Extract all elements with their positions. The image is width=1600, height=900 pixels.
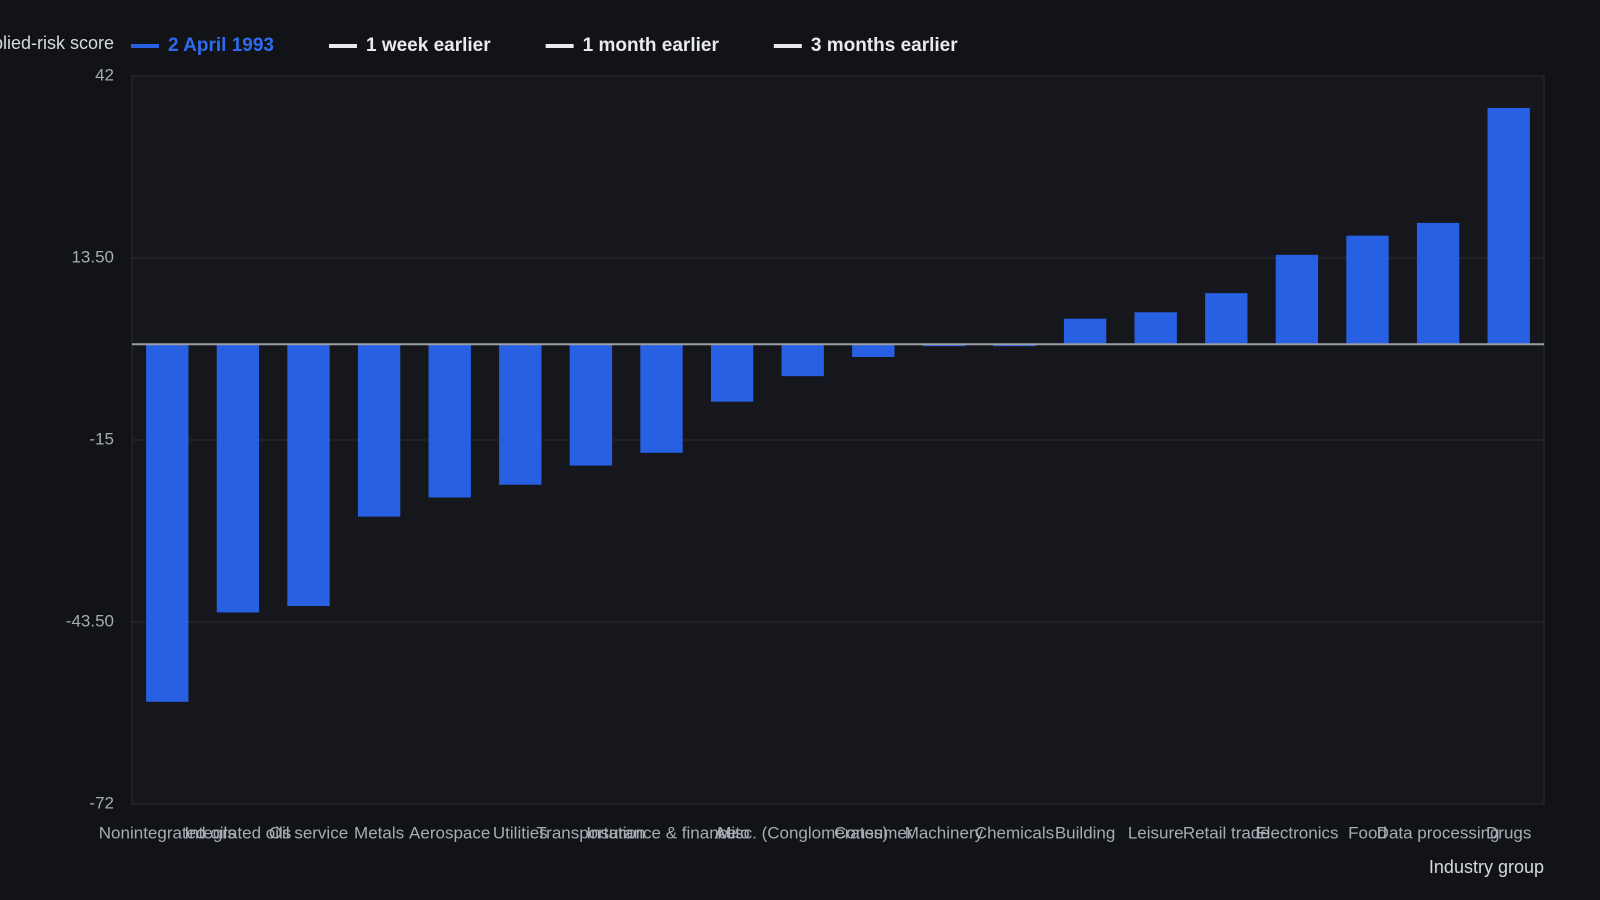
y-tick-label: -15 [89, 429, 114, 448]
x-tick-label: Building [1055, 823, 1116, 842]
x-tick-label: Insurance & finance [586, 823, 736, 842]
bar [499, 344, 542, 485]
bar [781, 344, 824, 377]
bar [1134, 312, 1177, 345]
y-tick-label: 42 [95, 65, 114, 84]
x-tick-label: Leisure [1128, 823, 1184, 842]
bar [640, 344, 683, 453]
bar [216, 344, 260, 613]
bar [569, 344, 613, 466]
bar [1346, 235, 1389, 345]
bar [1063, 318, 1107, 345]
bar [287, 344, 330, 607]
x-tick-label: Electronics [1255, 823, 1338, 842]
legend-text: 2 April 1993 [168, 35, 274, 56]
x-tick-label: Misc. (Conglomerates) [717, 823, 888, 842]
x-axis-label: Industry group [1429, 857, 1544, 877]
x-tick-label: Auto [715, 823, 750, 842]
x-tick-label: Utilities [493, 823, 548, 842]
x-tick-label: Integrated oils [185, 823, 292, 842]
x-tick-label: Transportation [536, 823, 645, 842]
y-axis-label: Implied-risk score [0, 33, 114, 53]
x-tick-label: Aerospace [409, 823, 490, 842]
legend-text: 3 months earlier [811, 35, 958, 56]
x-tick-label: Metals [354, 823, 404, 842]
y-tick-label: -43.50 [66, 611, 114, 630]
x-tick-label: Machinery [905, 823, 984, 842]
bar [357, 344, 401, 517]
bar [428, 344, 471, 498]
legend-text: 1 month earlier [583, 35, 720, 56]
x-tick-label: Data processing [1377, 823, 1500, 842]
bar [1416, 222, 1460, 345]
y-tick-label: 13.50 [71, 247, 114, 266]
x-tick-label: Food [1348, 823, 1387, 842]
bar [852, 344, 895, 357]
x-tick-label: Consumer [834, 823, 913, 842]
x-tick-label: Nonintegrated oils [99, 823, 236, 842]
x-tick-label: Chemicals [975, 823, 1054, 842]
bar [1205, 293, 1248, 345]
y-tick-label: -72 [89, 793, 114, 812]
x-tick-label: Retail trade [1183, 823, 1270, 842]
bar [1487, 107, 1530, 345]
bar [146, 344, 189, 702]
bar [1275, 254, 1319, 345]
x-tick-label: Oil service [269, 823, 348, 842]
bar [710, 344, 754, 402]
legend-text: 1 week earlier [366, 35, 491, 56]
x-tick-label: Drugs [1486, 823, 1531, 842]
